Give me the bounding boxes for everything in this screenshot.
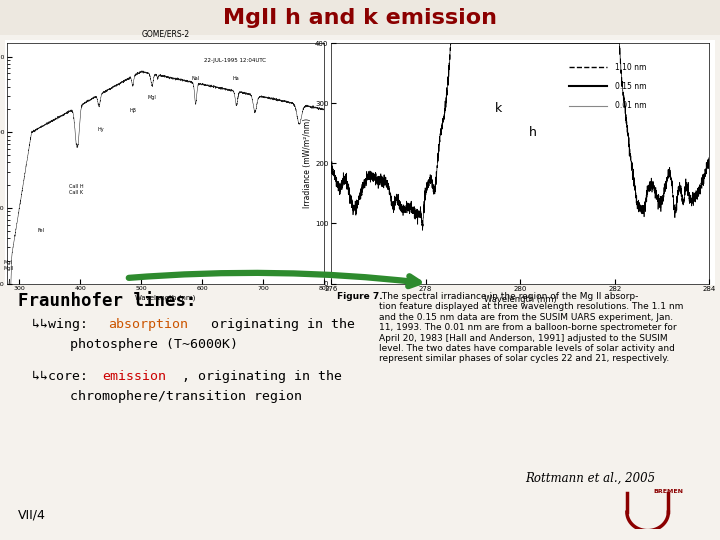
Text: absorption: absorption <box>108 318 188 331</box>
Text: 0.15 nm: 0.15 nm <box>615 82 647 91</box>
Text: Figure 7.: Figure 7. <box>337 292 382 301</box>
Text: Hβ: Hβ <box>130 107 136 113</box>
FancyBboxPatch shape <box>5 40 715 285</box>
Text: GOME/ERS-2: GOME/ERS-2 <box>142 29 189 38</box>
Text: MgI
MgII: MgI MgII <box>3 260 14 271</box>
Text: originating in the: originating in the <box>203 318 355 331</box>
Text: ↳↳core:: ↳↳core: <box>32 370 96 383</box>
Text: NaI: NaI <box>192 76 199 81</box>
Text: FeI: FeI <box>38 228 45 233</box>
Text: CaII H
CaII K: CaII H CaII K <box>68 184 84 195</box>
Text: , originating in the: , originating in the <box>182 370 342 383</box>
Text: photosphere (T~6000K): photosphere (T~6000K) <box>70 338 238 351</box>
Text: chromophere/transition region: chromophere/transition region <box>70 390 302 403</box>
Text: Fraunhofer lines:: Fraunhofer lines: <box>18 292 197 310</box>
Text: 22-JUL-1995 12:04UTC: 22-JUL-1995 12:04UTC <box>204 58 266 63</box>
Text: k: k <box>495 102 503 116</box>
Text: emission: emission <box>102 370 166 383</box>
FancyBboxPatch shape <box>0 0 720 35</box>
X-axis label: Wavelength (nm): Wavelength (nm) <box>484 295 557 304</box>
X-axis label: Wavelength (nm): Wavelength (nm) <box>135 294 196 301</box>
Y-axis label: Irradiance (mW/m²/nm): Irradiance (mW/m²/nm) <box>303 118 312 208</box>
Text: 0.01 nm: 0.01 nm <box>615 101 647 110</box>
Text: h: h <box>529 126 537 139</box>
Text: BREMEN: BREMEN <box>653 489 683 494</box>
Text: Hy: Hy <box>98 127 104 132</box>
Text: MgI: MgI <box>147 95 156 100</box>
Text: Rottmann et al., 2005: Rottmann et al., 2005 <box>525 472 655 485</box>
Text: Ha: Ha <box>233 76 240 81</box>
Text: VII/4: VII/4 <box>18 509 46 522</box>
Text: ↳↳wing:: ↳↳wing: <box>32 318 96 331</box>
Text: MgII h and k emission: MgII h and k emission <box>223 8 497 28</box>
Text: 1.10 nm: 1.10 nm <box>615 63 646 72</box>
Text: The spectral irradiance in the region of the Mg II absorp-
tion feature displaye: The spectral irradiance in the region of… <box>379 292 683 363</box>
